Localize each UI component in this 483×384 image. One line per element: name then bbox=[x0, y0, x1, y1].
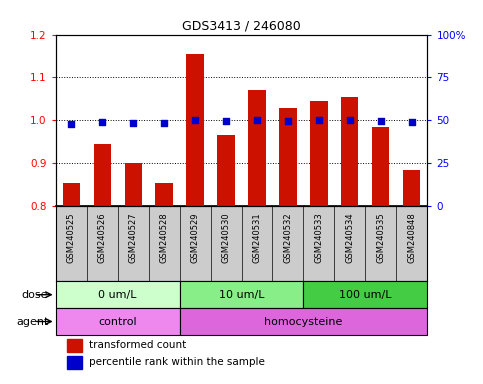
Text: GSM240534: GSM240534 bbox=[345, 212, 355, 263]
Bar bbox=[248, 90, 266, 206]
Bar bbox=[403, 170, 421, 206]
Bar bbox=[280, 108, 297, 206]
Bar bbox=[56, 308, 180, 335]
Text: GSM240848: GSM240848 bbox=[408, 212, 416, 263]
Point bbox=[160, 121, 168, 127]
Point bbox=[315, 117, 323, 123]
Bar bbox=[180, 308, 427, 335]
Text: GSM240530: GSM240530 bbox=[222, 212, 230, 263]
Bar bbox=[217, 136, 235, 206]
Text: 0 um/L: 0 um/L bbox=[98, 290, 137, 300]
Text: control: control bbox=[98, 316, 137, 326]
Bar bbox=[156, 183, 172, 206]
Title: GDS3413 / 246080: GDS3413 / 246080 bbox=[182, 19, 301, 32]
Point bbox=[129, 119, 137, 126]
Text: transformed count: transformed count bbox=[89, 340, 186, 350]
Text: agent: agent bbox=[16, 316, 48, 326]
Bar bbox=[67, 356, 82, 369]
Bar bbox=[341, 97, 358, 206]
Text: GSM240531: GSM240531 bbox=[253, 212, 261, 263]
Bar bbox=[56, 281, 180, 308]
Text: homocysteine: homocysteine bbox=[264, 316, 342, 326]
Text: dose: dose bbox=[22, 290, 48, 300]
Bar bbox=[94, 144, 111, 206]
Text: GSM240526: GSM240526 bbox=[98, 212, 107, 263]
Point bbox=[377, 118, 385, 124]
Bar bbox=[372, 127, 389, 206]
Text: 10 um/L: 10 um/L bbox=[219, 290, 264, 300]
Bar bbox=[125, 163, 142, 206]
Text: GSM240535: GSM240535 bbox=[376, 212, 385, 263]
Point bbox=[408, 119, 416, 126]
Point bbox=[253, 117, 261, 123]
Text: 100 um/L: 100 um/L bbox=[339, 290, 392, 300]
Text: GSM240528: GSM240528 bbox=[159, 212, 169, 263]
Point bbox=[67, 121, 75, 127]
Text: GSM240533: GSM240533 bbox=[314, 212, 324, 263]
Point bbox=[222, 118, 230, 124]
Point bbox=[98, 119, 106, 125]
Text: GSM240529: GSM240529 bbox=[190, 212, 199, 263]
Point bbox=[284, 118, 292, 124]
Bar bbox=[311, 101, 327, 206]
Point bbox=[191, 116, 199, 122]
Text: GSM240525: GSM240525 bbox=[67, 212, 75, 263]
Bar bbox=[67, 339, 82, 352]
Bar bbox=[186, 54, 203, 206]
Bar bbox=[303, 281, 427, 308]
Text: GSM240527: GSM240527 bbox=[128, 212, 138, 263]
Text: GSM240532: GSM240532 bbox=[284, 212, 293, 263]
Text: percentile rank within the sample: percentile rank within the sample bbox=[89, 357, 265, 367]
Bar bbox=[180, 281, 303, 308]
Point bbox=[346, 117, 354, 123]
Bar bbox=[62, 183, 80, 206]
